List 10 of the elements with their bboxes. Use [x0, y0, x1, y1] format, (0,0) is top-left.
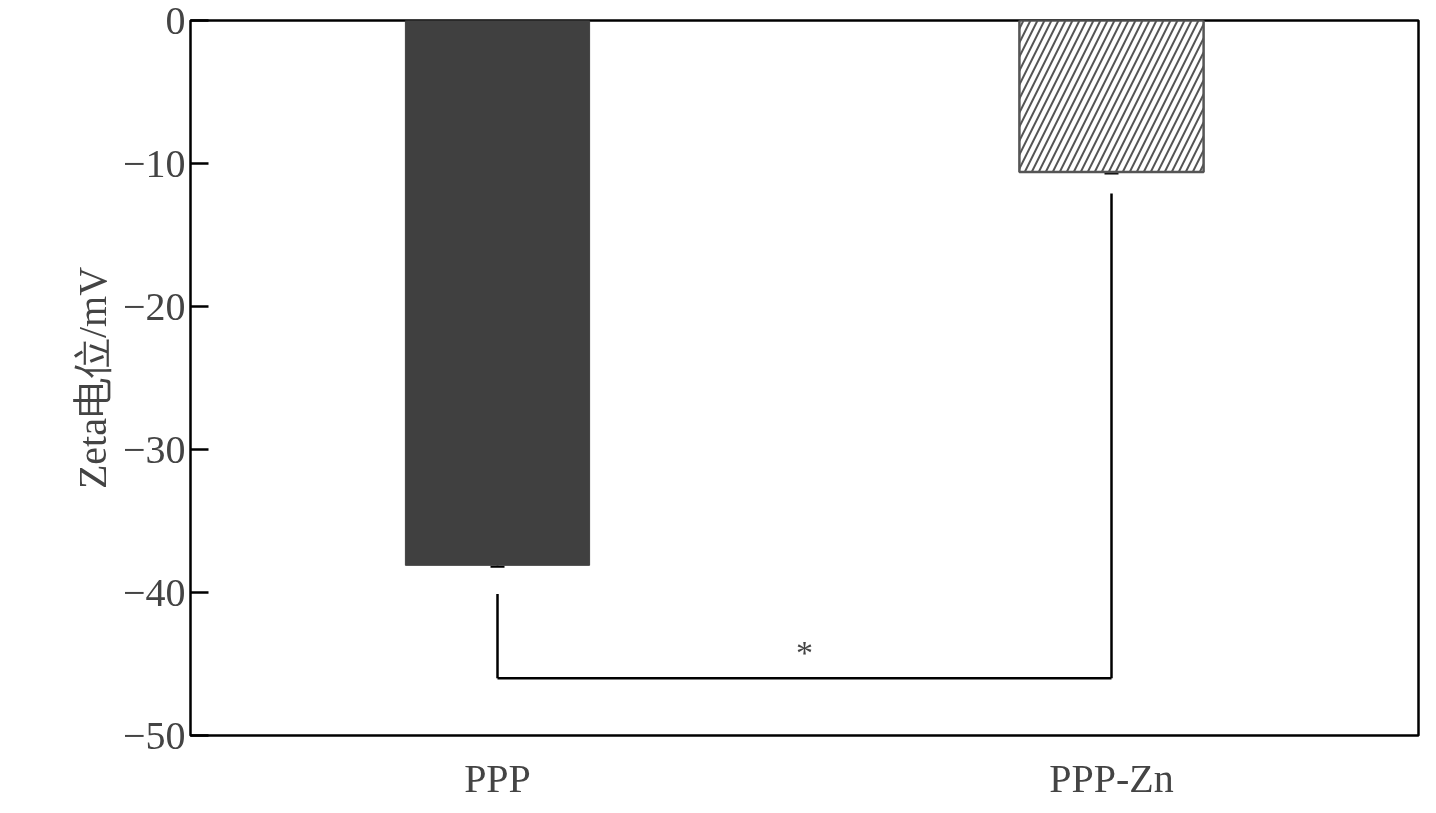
y-tick-label: −30 — [122, 426, 186, 472]
y-tick-label: −10 — [122, 140, 186, 186]
y-tick-label: 0 — [165, 0, 186, 43]
annotation: * — [796, 634, 813, 672]
y-tick-label: −20 — [122, 283, 186, 329]
x-tick-label: PPP-Zn — [1049, 755, 1174, 801]
y-tick-label: −50 — [122, 712, 186, 758]
x-tick-label: PPP — [464, 755, 531, 801]
y-tick-label: −40 — [122, 569, 186, 615]
y-axis-title: Zeta电位/mV — [69, 266, 115, 490]
